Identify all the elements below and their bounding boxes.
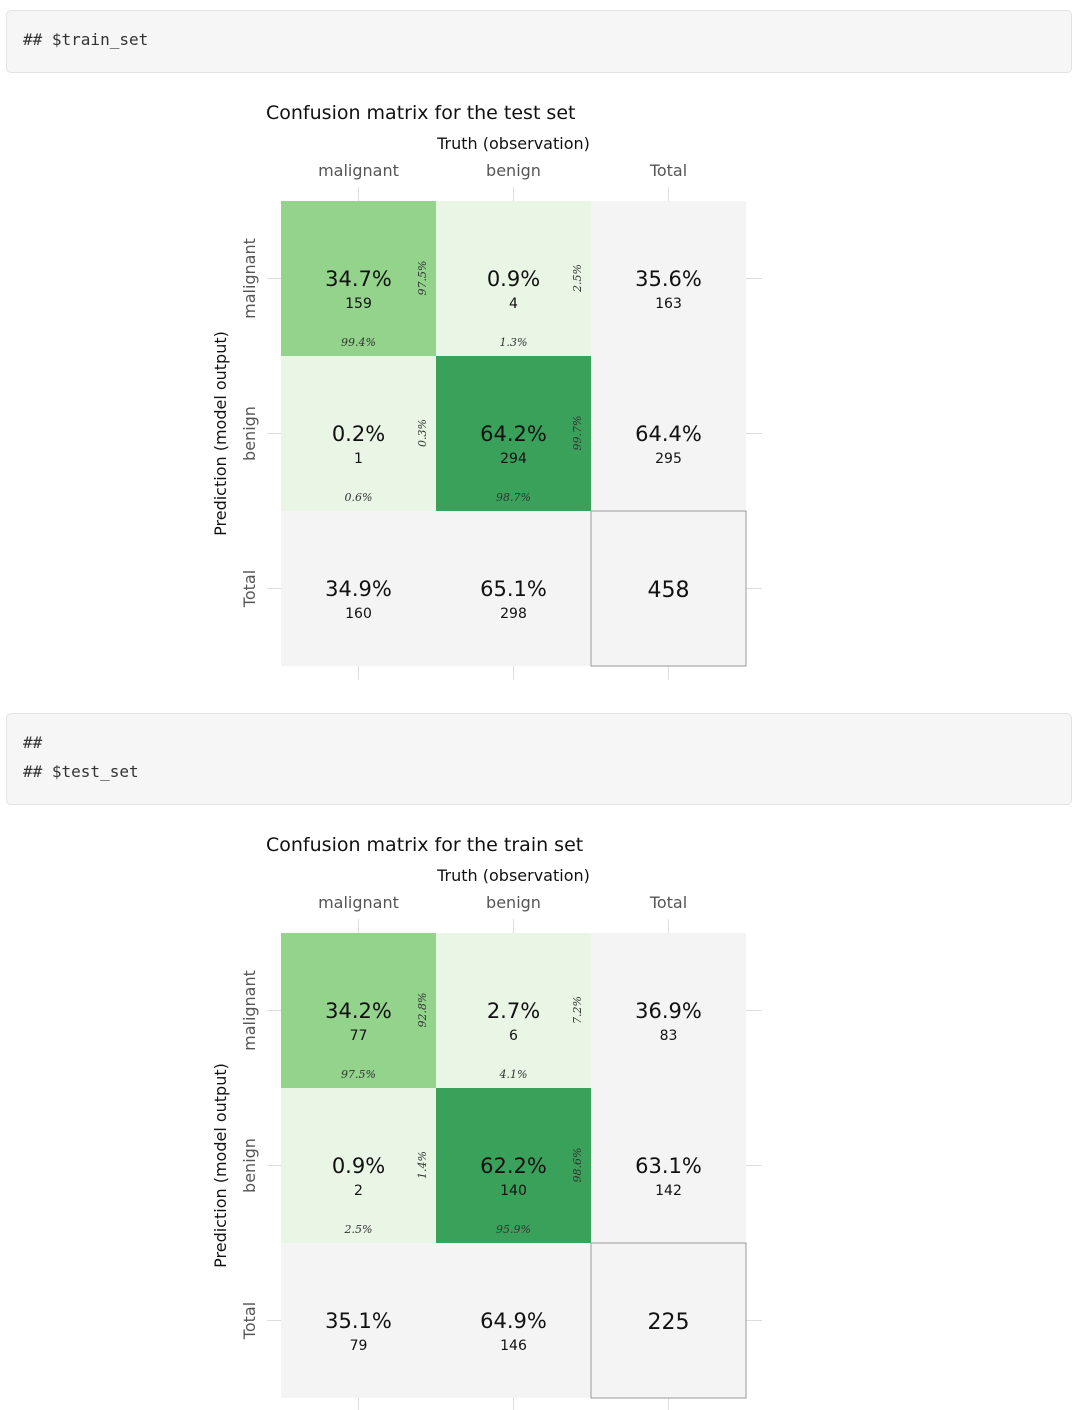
column-total-cell — [281, 511, 436, 666]
code-block-test-set: ## ## $test_set — [6, 713, 1072, 805]
column-total-percentage: 64.9% — [480, 1309, 547, 1333]
x-tick-label-malignant: malignant — [318, 161, 399, 180]
cell-count: 1 — [354, 451, 363, 467]
cell-count: 2 — [354, 1183, 363, 1199]
cell-percentage: 34.2% — [325, 999, 392, 1023]
cell-column-percentage: 99.4% — [341, 336, 376, 349]
row-total-percentage: 36.9% — [635, 999, 702, 1023]
column-total-count: 160 — [345, 606, 372, 622]
cell-column-percentage: 0.6% — [345, 491, 373, 504]
matrix-cell — [436, 201, 591, 356]
cell-count: 159 — [345, 296, 372, 312]
column-total-count: 298 — [500, 606, 527, 622]
x-tick-label-benign: benign — [486, 161, 541, 180]
grand-total-value: 458 — [648, 578, 690, 603]
cell-percentage: 0.9% — [487, 267, 540, 291]
cell-row-percentage: 92.8% — [416, 993, 429, 1028]
x-tick-label-benign: benign — [486, 893, 541, 912]
cell-count: 294 — [500, 451, 527, 467]
code-line: ## $test_set — [23, 762, 139, 781]
confusion-matrix-test-set-chart: Confusion matrix for the test set Truth (… — [211, 102, 762, 680]
row-total-percentage: 63.1% — [635, 1154, 702, 1178]
cell-column-percentage: 1.3% — [500, 336, 528, 349]
cell-count: 4 — [509, 296, 518, 312]
cell-row-percentage: 98.6% — [571, 1148, 584, 1183]
column-total-count: 146 — [500, 1338, 527, 1354]
row-total-cell — [591, 933, 746, 1088]
y-tick-label-malignant: malignant — [240, 970, 259, 1051]
matrix-cell — [436, 356, 591, 511]
column-total-percentage: 65.1% — [480, 577, 547, 601]
row-total-count: 142 — [655, 1183, 682, 1199]
cell-row-percentage: 0.3% — [416, 419, 429, 447]
column-total-count: 79 — [350, 1338, 368, 1354]
cell-percentage: 64.2% — [480, 422, 547, 446]
chart-title: Confusion matrix for the train set — [266, 834, 583, 856]
cell-count: 77 — [350, 1028, 368, 1044]
matrix-cell — [281, 933, 436, 1088]
cell-row-percentage: 1.4% — [416, 1151, 429, 1179]
grand-total-cell — [590, 510, 747, 667]
cell-column-percentage: 97.5% — [341, 1068, 376, 1081]
code-line: ## $train_set — [23, 30, 149, 49]
column-total-cell — [436, 511, 591, 666]
cell-row-percentage: 2.5% — [571, 264, 584, 293]
cell-column-percentage: 4.1% — [499, 1068, 528, 1081]
row-total-count: 295 — [655, 451, 682, 467]
matrix-cell — [436, 933, 591, 1088]
x-axis-title: Truth (observation) — [436, 134, 590, 153]
cell-percentage: 0.9% — [332, 1154, 385, 1178]
code-line: ## — [23, 733, 43, 752]
cell-row-percentage: 7.2% — [571, 996, 584, 1024]
row-total-cell — [591, 1088, 746, 1243]
chart-title: Confusion matrix for the test set — [266, 102, 575, 124]
matrix-cell — [436, 1088, 591, 1243]
x-axis-title: Truth (observation) — [436, 866, 590, 885]
grand-total-cell — [590, 1242, 747, 1399]
row-total-cell — [591, 356, 746, 511]
confusion-matrix-train-set-chart: Confusion matrix for the train set Truth … — [211, 834, 762, 1410]
y-tick-label-total: Total — [240, 1302, 259, 1340]
code-block-train-set: ## $train_set — [6, 10, 1072, 73]
y-axis-title: Prediction (model output) — [211, 331, 230, 536]
cell-percentage: 62.2% — [480, 1154, 547, 1178]
cell-count: 6 — [509, 1028, 518, 1044]
matrix-cell — [281, 1088, 436, 1243]
x-tick-label-total: Total — [649, 893, 687, 912]
cell-row-percentage: 97.5% — [416, 261, 429, 296]
x-tick-label-malignant: malignant — [318, 893, 399, 912]
y-tick-label-benign: benign — [240, 406, 259, 461]
grand-total-value: 225 — [648, 1310, 690, 1335]
row-total-count: 163 — [655, 296, 682, 312]
cell-percentage: 0.2% — [332, 422, 385, 446]
cell-column-percentage: 2.5% — [344, 1223, 373, 1236]
x-tick-label-total: Total — [649, 161, 687, 180]
column-total-percentage: 35.1% — [325, 1309, 392, 1333]
y-tick-label-malignant: malignant — [240, 238, 259, 319]
cell-column-percentage: 95.9% — [496, 1223, 531, 1236]
column-total-percentage: 34.9% — [325, 577, 392, 601]
y-tick-label-total: Total — [240, 570, 259, 608]
y-tick-label-benign: benign — [240, 1138, 259, 1193]
row-total-percentage: 64.4% — [635, 422, 702, 446]
cell-column-percentage: 98.7% — [496, 491, 531, 504]
matrix-cell — [281, 201, 436, 356]
cell-row-percentage: 99.7% — [571, 416, 584, 451]
column-total-cell — [281, 1243, 436, 1398]
column-total-cell — [436, 1243, 591, 1398]
cell-count: 140 — [500, 1183, 527, 1199]
row-total-percentage: 35.6% — [635, 267, 702, 291]
row-total-count: 83 — [660, 1028, 678, 1044]
row-total-cell — [591, 201, 746, 356]
cell-percentage: 34.7% — [325, 267, 392, 291]
cell-percentage: 2.7% — [487, 999, 540, 1023]
y-axis-title: Prediction (model output) — [211, 1063, 230, 1268]
matrix-cell — [281, 356, 436, 511]
